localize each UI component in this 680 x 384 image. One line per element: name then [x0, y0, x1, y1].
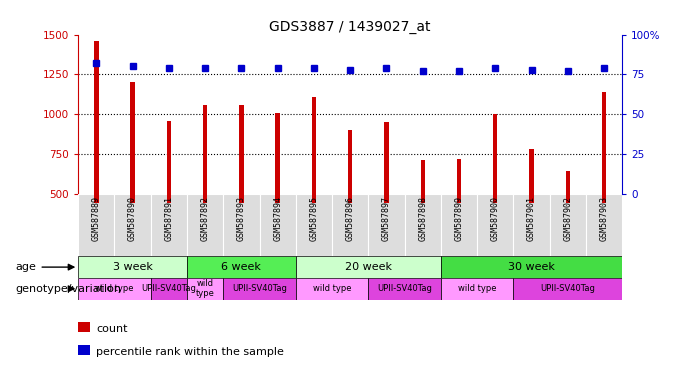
Text: GSM587894: GSM587894 [273, 196, 282, 241]
Bar [566, 194, 570, 203]
Bar [602, 92, 607, 194]
FancyBboxPatch shape [151, 278, 187, 300]
FancyBboxPatch shape [187, 256, 296, 278]
Bar [311, 194, 316, 203]
FancyBboxPatch shape [477, 194, 513, 256]
FancyBboxPatch shape [369, 278, 441, 300]
Text: GSM587891: GSM587891 [165, 196, 173, 241]
Text: count: count [96, 324, 127, 334]
FancyBboxPatch shape [78, 256, 187, 278]
Bar [203, 194, 207, 203]
Bar [239, 194, 243, 203]
Text: UPII-SV40Tag: UPII-SV40Tag [541, 284, 595, 293]
FancyBboxPatch shape [549, 194, 586, 256]
Bar [493, 194, 498, 203]
Text: wild
type: wild type [196, 279, 215, 298]
Bar [457, 194, 461, 203]
Text: wild type: wild type [95, 284, 134, 293]
FancyBboxPatch shape [187, 278, 223, 300]
Bar [529, 149, 534, 194]
FancyBboxPatch shape [114, 194, 151, 256]
Bar [94, 41, 99, 194]
FancyBboxPatch shape [586, 194, 622, 256]
Text: GSM587890: GSM587890 [128, 196, 137, 241]
Bar [203, 105, 207, 194]
Bar [457, 159, 461, 194]
Text: age: age [16, 262, 74, 272]
Text: GSM587898: GSM587898 [418, 196, 427, 241]
FancyBboxPatch shape [78, 194, 114, 256]
Bar [275, 113, 280, 194]
Bar [384, 122, 389, 194]
FancyBboxPatch shape [223, 194, 260, 256]
FancyBboxPatch shape [441, 194, 477, 256]
Bar [275, 194, 280, 203]
Text: GSM587901: GSM587901 [527, 196, 536, 241]
Text: GSM587889: GSM587889 [92, 196, 101, 241]
FancyBboxPatch shape [405, 194, 441, 256]
Text: GSM587892: GSM587892 [201, 196, 209, 241]
FancyBboxPatch shape [296, 194, 332, 256]
FancyBboxPatch shape [260, 194, 296, 256]
Text: GSM587900: GSM587900 [491, 196, 500, 241]
Bar [348, 194, 352, 203]
Text: 20 week: 20 week [345, 262, 392, 272]
Text: percentile rank within the sample: percentile rank within the sample [96, 347, 284, 357]
Bar [311, 97, 316, 194]
FancyBboxPatch shape [296, 256, 441, 278]
Text: GSM587896: GSM587896 [345, 196, 355, 241]
Text: wild type: wild type [313, 284, 352, 293]
FancyBboxPatch shape [223, 278, 296, 300]
Text: GSM587899: GSM587899 [454, 196, 464, 241]
FancyBboxPatch shape [332, 194, 369, 256]
Bar [348, 130, 352, 194]
Bar [131, 194, 135, 203]
Bar [420, 159, 425, 194]
Text: 6 week: 6 week [222, 262, 261, 272]
Text: 30 week: 30 week [508, 262, 555, 272]
Text: UPII-SV40Tag: UPII-SV40Tag [141, 284, 197, 293]
Bar [529, 194, 534, 203]
FancyBboxPatch shape [441, 278, 513, 300]
Text: 3 week: 3 week [113, 262, 152, 272]
Text: genotype/variation: genotype/variation [16, 284, 122, 294]
Text: GSM587893: GSM587893 [237, 196, 246, 241]
Text: GSM587902: GSM587902 [563, 196, 573, 241]
Text: GSM587897: GSM587897 [382, 196, 391, 241]
Bar [602, 194, 607, 203]
Bar [94, 194, 99, 203]
Bar [131, 82, 135, 194]
Title: GDS3887 / 1439027_at: GDS3887 / 1439027_at [269, 20, 431, 33]
FancyBboxPatch shape [78, 278, 151, 300]
FancyBboxPatch shape [151, 194, 187, 256]
Bar [167, 194, 171, 203]
FancyBboxPatch shape [513, 194, 549, 256]
FancyBboxPatch shape [187, 194, 223, 256]
Bar [566, 172, 570, 194]
FancyBboxPatch shape [296, 278, 369, 300]
Text: GSM587903: GSM587903 [600, 196, 609, 241]
Bar [384, 194, 389, 203]
Text: UPII-SV40Tag: UPII-SV40Tag [377, 284, 432, 293]
Text: GSM587895: GSM587895 [309, 196, 318, 241]
Text: wild type: wild type [458, 284, 496, 293]
FancyBboxPatch shape [441, 256, 622, 278]
Bar [239, 105, 243, 194]
Bar [167, 121, 171, 194]
Text: UPII-SV40Tag: UPII-SV40Tag [232, 284, 287, 293]
FancyBboxPatch shape [369, 194, 405, 256]
Bar [493, 114, 498, 194]
FancyBboxPatch shape [513, 278, 622, 300]
Bar [420, 194, 425, 203]
